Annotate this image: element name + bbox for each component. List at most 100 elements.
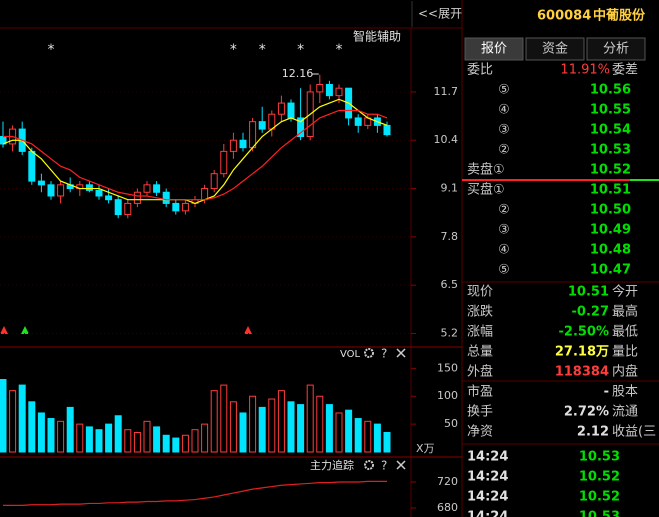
stat-value: -2.50% (559, 325, 610, 340)
tab[interactable] (464, 37, 524, 61)
tab-label[interactable]: 分析 (603, 42, 629, 57)
stat-value: - (604, 385, 609, 400)
trade-time: 14:24 (467, 490, 508, 505)
candle-body (85, 184, 93, 191)
signal-arrow (21, 326, 29, 334)
signal-star: * (48, 42, 55, 58)
stat-label: 收益(三 (612, 425, 656, 440)
volume-bar (258, 406, 266, 453)
stat-label: 总量 (467, 345, 493, 360)
expand-button[interactable]: <<展开 (418, 7, 462, 21)
candle-body (316, 83, 324, 93)
label: 委差 (612, 63, 638, 78)
candle-body (124, 202, 132, 216)
volume-bar (345, 409, 353, 453)
volume-bar (287, 401, 295, 453)
tracker-title: 主力追踪 (310, 458, 354, 472)
volume-bar (57, 420, 65, 453)
help-icon[interactable]: ? (381, 459, 387, 473)
candle-body (57, 184, 65, 197)
volume-bar (162, 434, 170, 453)
volume-bar (354, 418, 362, 453)
y-tick-label: 720 (437, 475, 458, 488)
volume-bar (268, 398, 276, 453)
stat-label: 换手 (467, 405, 493, 420)
signal-star: * (230, 42, 237, 58)
signal-arrow (244, 326, 252, 334)
tab-label[interactable]: 报价 (481, 42, 507, 57)
y-tick-label: 50 (444, 417, 458, 430)
candle-body (220, 150, 228, 175)
volume-bar (181, 434, 189, 453)
value: 11.91% (560, 63, 610, 78)
tab[interactable] (586, 37, 646, 61)
tab-label[interactable]: 资金 (542, 41, 568, 57)
settings-icon[interactable] (364, 460, 374, 470)
stock-code: 600084 (537, 9, 591, 24)
book-level: ③ (498, 223, 510, 238)
volume-bar (201, 423, 209, 453)
volume-bar (220, 384, 228, 453)
volume-bar (297, 404, 305, 453)
volume-bar (373, 423, 381, 453)
stat-label: 涨跌 (467, 304, 493, 320)
volume-bar (124, 429, 132, 453)
y-tick-label: 9.1 (441, 182, 459, 195)
signal-star: * (297, 42, 304, 58)
book-price: 10.56 (590, 83, 631, 98)
book-price: 10.48 (590, 243, 631, 258)
book-level: ⑤ (498, 83, 510, 98)
candle-body (37, 180, 45, 186)
candle-body (325, 83, 333, 97)
volume-bar (364, 420, 372, 453)
y-tick-label: 680 (437, 501, 458, 514)
volume-bar (85, 426, 93, 453)
book-level: ② (498, 143, 510, 158)
book-level: ④ (498, 243, 510, 258)
stat-label: 流通 (612, 405, 638, 420)
stat-label: 今开 (612, 284, 638, 300)
trade-time: 14:24 (467, 450, 508, 465)
stat-value: 118384 (555, 365, 609, 380)
candle-body (354, 117, 362, 126)
volume-unit: X万 (416, 442, 435, 455)
book-level: ⑤ (498, 263, 510, 278)
volume-bar (229, 401, 237, 453)
trade-price: 10.52 (579, 490, 620, 505)
book-price: 10.47 (590, 263, 631, 278)
volume-bar (316, 395, 324, 453)
help-icon[interactable]: ? (381, 347, 387, 361)
stock-name: 中葡股份 (593, 8, 646, 24)
stat-label: 内盘 (612, 364, 638, 380)
tab[interactable] (525, 37, 585, 61)
volume-bar (172, 437, 180, 453)
settings-icon[interactable] (364, 348, 374, 358)
moving-average (2, 98, 388, 205)
candle-body (287, 102, 295, 119)
candle-body (383, 124, 391, 136)
candle-body (114, 199, 122, 216)
volume-bar (143, 420, 151, 453)
book-price: 10.52 (590, 163, 631, 178)
y-tick-label: 10.4 (434, 133, 459, 146)
stat-label: 最高 (612, 304, 638, 320)
volume-title: VOL (340, 349, 361, 360)
volume-bar (325, 404, 333, 453)
volume-bar (66, 406, 74, 453)
candle-body (201, 188, 209, 201)
stat-label: 量比 (612, 345, 638, 360)
close-icon[interactable] (396, 460, 406, 470)
volume-bar (114, 415, 122, 453)
trade-price: 10.52 (579, 470, 620, 485)
stat-label: 净资 (467, 425, 493, 440)
volume-bar (383, 431, 391, 453)
volume-bar (210, 390, 218, 453)
stat-label: 股本 (612, 385, 638, 400)
candle-body (277, 102, 285, 115)
volume-bar (37, 412, 45, 453)
close-icon[interactable] (396, 348, 406, 358)
high-label: 12.16 (282, 67, 314, 80)
assist-label[interactable]: 智能辅助 (353, 29, 401, 44)
